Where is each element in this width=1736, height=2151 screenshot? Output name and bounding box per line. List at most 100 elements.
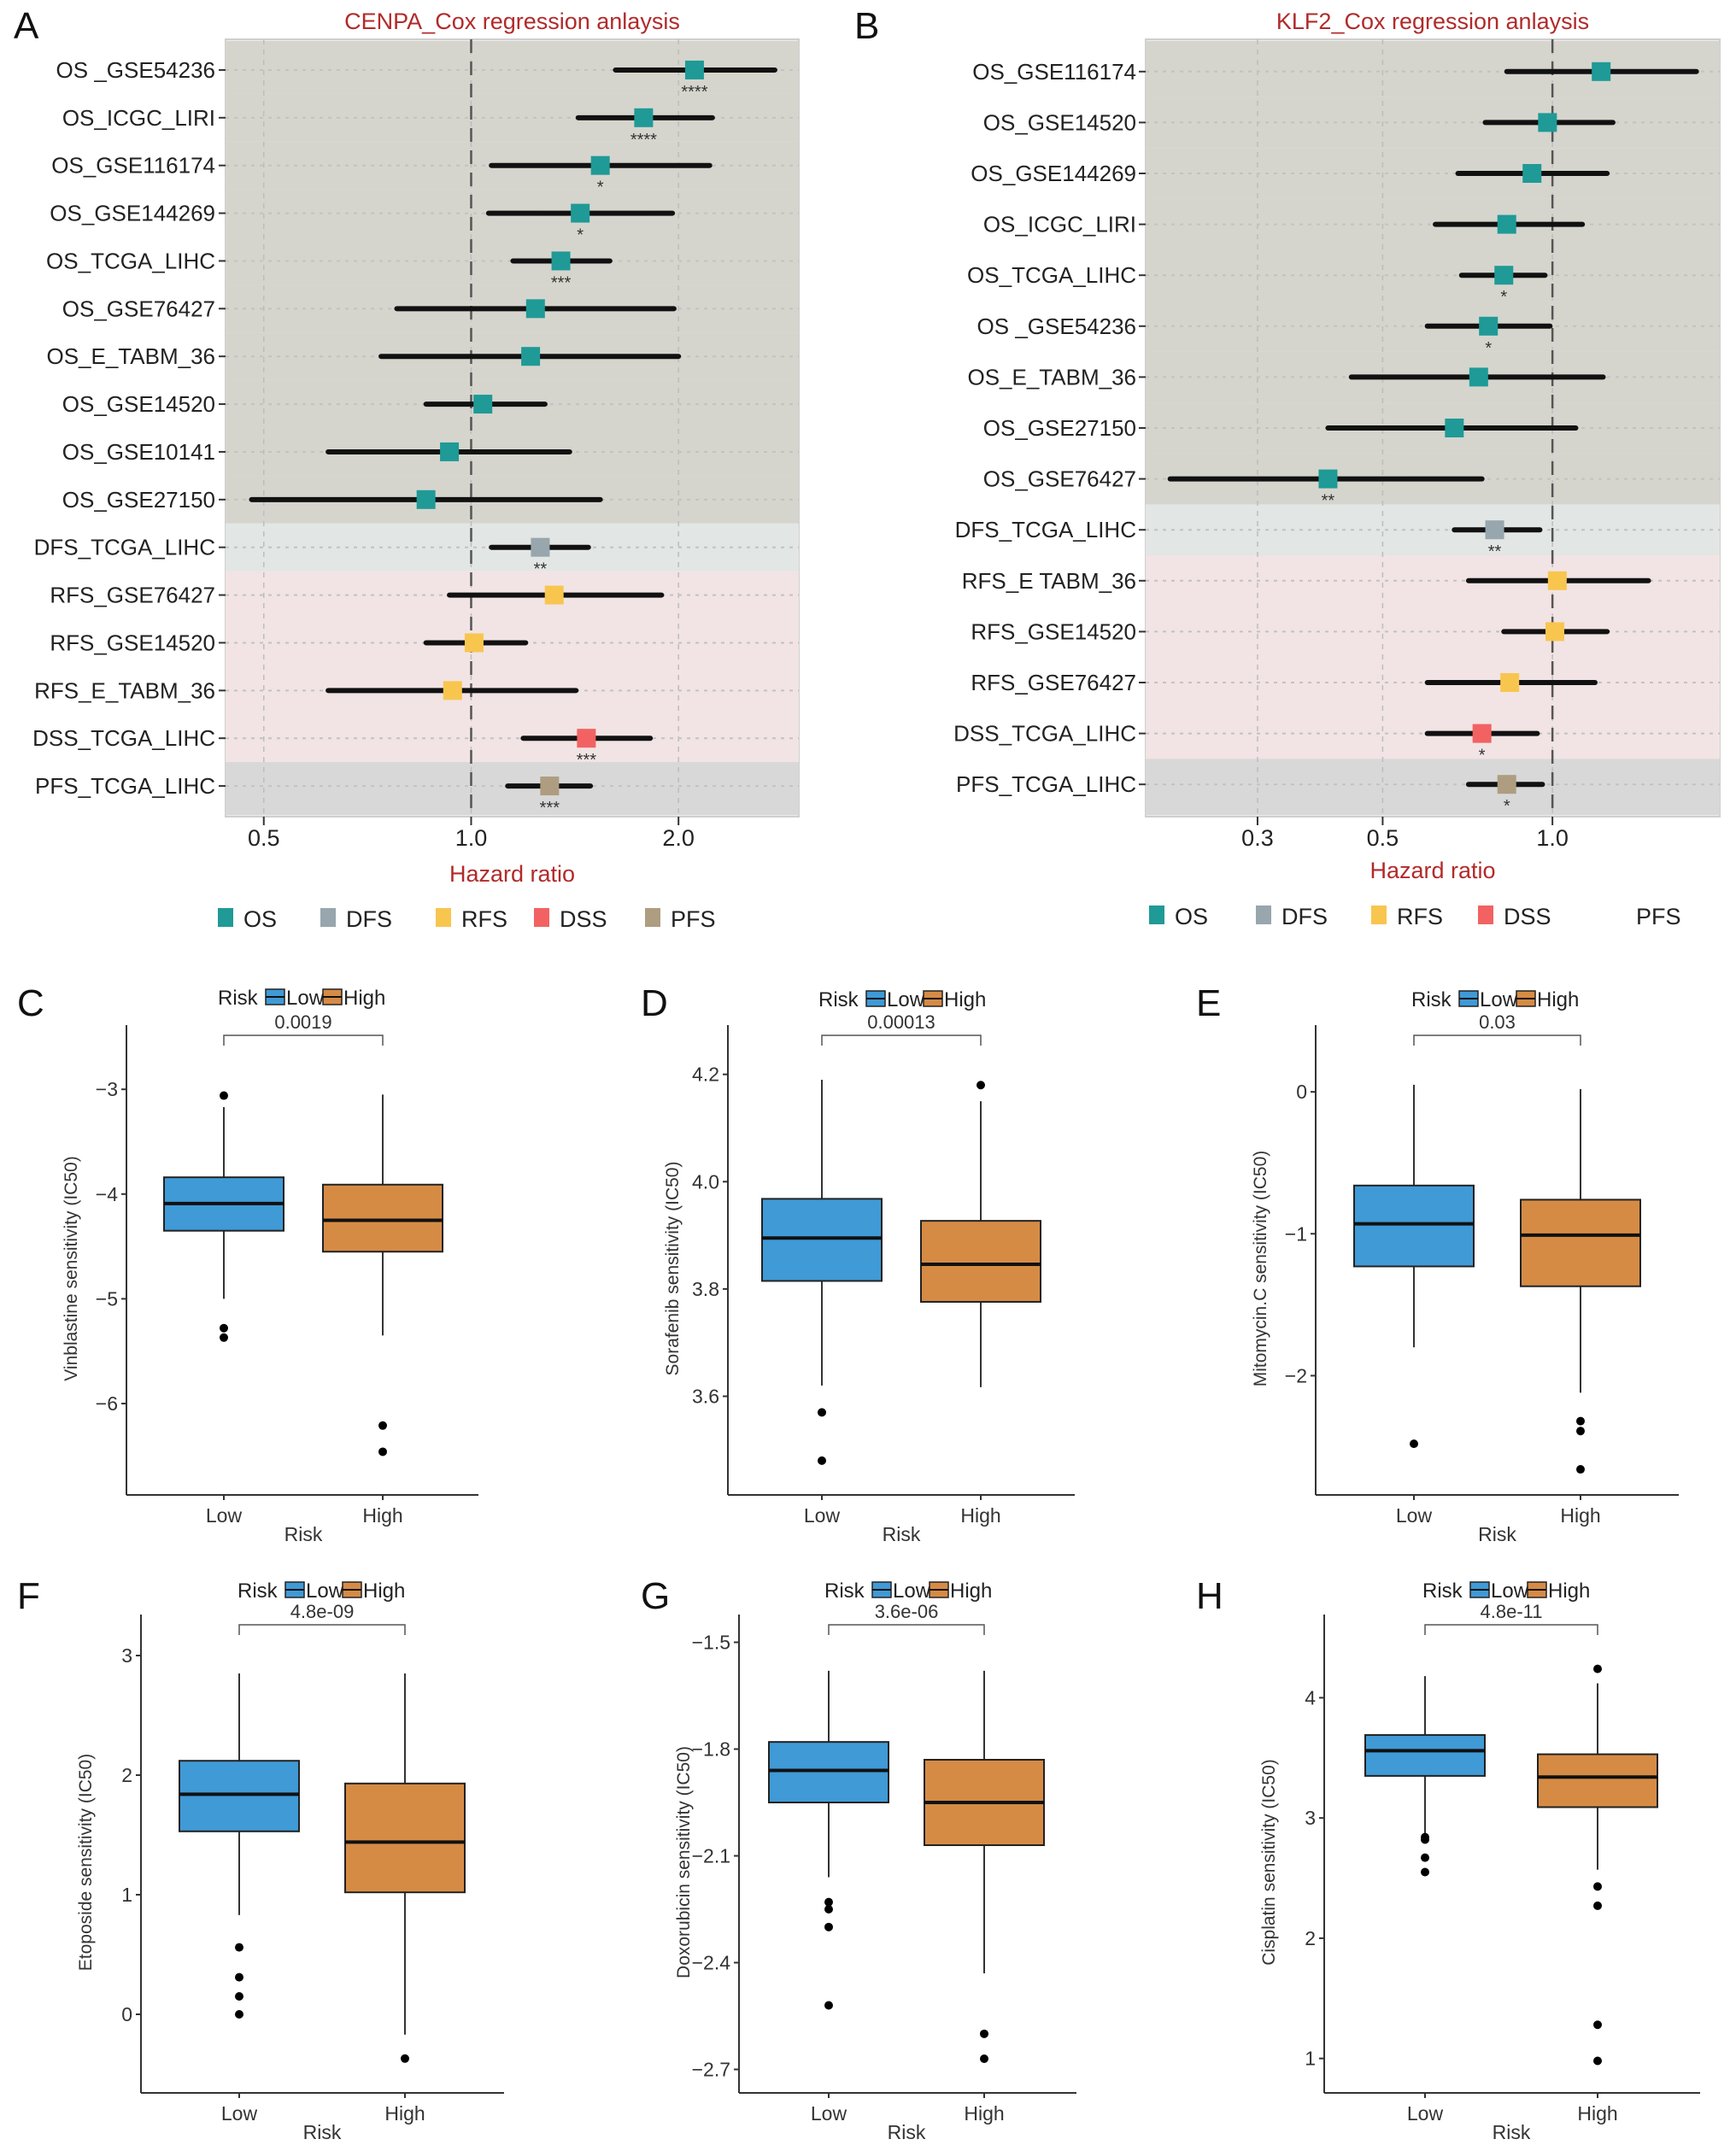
significance-label: * <box>1479 747 1486 765</box>
panel-letter-a: A <box>14 5 39 47</box>
y-tick-label: 3 <box>1305 1807 1316 1829</box>
outlier-point <box>1421 1835 1429 1844</box>
row-label: OS_GSE14520 <box>62 391 215 417</box>
significance-bracket <box>223 1034 384 1046</box>
outlier-point <box>378 1421 387 1430</box>
row-label: OS_GSE76427 <box>983 466 1136 492</box>
hr-point <box>540 777 560 796</box>
x-tick-label: Low <box>221 2102 258 2125</box>
hr-point <box>1547 571 1567 590</box>
row-label: PFS_TCGA_LIHC <box>956 771 1136 797</box>
y-tick-label: −2 <box>1285 1364 1307 1386</box>
forest-plot-cenpa: A CENPA_Cox regression anlaysis OS _GSE54… <box>0 0 854 948</box>
boxplot-cisplatin: H Risk Low High 4 3 2 1 Low High Risk Cisplatin se… <box>1170 1546 1736 2147</box>
y-tick-label: 0 <box>1296 1081 1307 1103</box>
legend-key-dfs <box>320 908 336 927</box>
y-axis-label: Vinblastine sensitivity (IC50) <box>62 1156 81 1380</box>
outlier-point <box>220 1091 228 1100</box>
row-label: RFS_E_TABM_36 <box>34 677 215 703</box>
outlier-point <box>220 1333 228 1342</box>
boxplot-svg: Risk Low High 3 2 1 0 Low High Risk Etoposide sens… <box>76 1580 504 2143</box>
x-axis-label: Risk <box>883 1523 921 1545</box>
significance-label: *** <box>577 751 597 770</box>
outlier-point <box>1593 2056 1602 2066</box>
legend-label-high: High <box>944 988 986 1011</box>
legend-label-dfs: DFS <box>1281 904 1328 929</box>
legend-key-dss <box>534 908 549 927</box>
x-axis-label: Risk <box>888 2121 926 2143</box>
row-label: OS _GSE54236 <box>977 314 1136 339</box>
row-label: OS_ICGC_LIRI <box>62 105 215 131</box>
outlier-point <box>1576 1427 1585 1436</box>
outlier-point <box>980 2054 988 2063</box>
panel-letter-f: F <box>17 1575 40 1617</box>
legend-key-dfs <box>1256 906 1271 924</box>
box-high <box>322 1183 443 1253</box>
row-label: OS_GSE144269 <box>50 201 215 226</box>
legend-label-dss: DSS <box>1504 904 1551 929</box>
x-tick-label: Low <box>804 1504 841 1527</box>
y-tick-label: 2 <box>1305 1927 1316 1949</box>
y-tick-label: −2.1 <box>692 1845 730 1867</box>
panel-letter-h: H <box>1196 1575 1223 1617</box>
row-label: RFS_GSE14520 <box>971 618 1136 644</box>
row-label: RFS_GSE76427 <box>971 670 1136 695</box>
significance-label: ** <box>534 560 548 579</box>
box-low <box>179 1760 300 1832</box>
p-value-label: 0.03 <box>1479 1011 1516 1033</box>
x-tick-label: High <box>384 2102 425 2125</box>
legend-label-os: OS <box>1175 904 1208 929</box>
y-tick-label: 4.2 <box>692 1064 719 1086</box>
outlier-point <box>401 2054 409 2063</box>
box-high <box>1520 1199 1641 1287</box>
x-tick-label: 0.5 <box>248 825 280 851</box>
hr-point <box>577 729 596 748</box>
significance-label: **** <box>681 83 707 102</box>
x-tick-label: 0.3 <box>1241 825 1274 851</box>
y-axis-label: Etoposide sensitivity (IC50) <box>76 1754 96 1971</box>
y-tick-label: 1 <box>121 1884 132 1906</box>
hr-point <box>443 681 462 700</box>
hr-point <box>1479 316 1498 336</box>
legend-label-low: Low <box>286 987 325 1010</box>
row-label: OS_ICGC_LIRI <box>983 212 1136 237</box>
significance-label: * <box>1504 797 1510 816</box>
legend-title: Risk <box>1411 988 1452 1011</box>
boxplot-sorafenib: D Risk Low High 4.2 4.0 3.8 3.6 Low High Risk Sora… <box>589 957 1170 1546</box>
hr-point <box>590 155 610 175</box>
y-tick-label: 4.0 <box>692 1170 719 1193</box>
significance-label: ** <box>1322 492 1335 511</box>
legend-title: Risk <box>218 987 259 1010</box>
row-label: OS_GSE10141 <box>62 439 215 465</box>
row-label: OS_GSE116174 <box>51 153 215 179</box>
p-value-label: 3.6e-06 <box>875 1601 939 1622</box>
group-band-pfs <box>1146 759 1720 815</box>
hr-point <box>1445 419 1464 437</box>
x-axis-label: Risk <box>1478 1523 1516 1545</box>
significance-label: * <box>577 226 584 245</box>
legend-label-low: Low <box>1491 1580 1529 1603</box>
outlier-point <box>1421 1867 1429 1877</box>
legend-key-rfs <box>1371 906 1387 924</box>
y-tick-label: −1.8 <box>692 1738 730 1761</box>
p-value-label: 4.8e-11 <box>1481 1601 1543 1622</box>
row-label: OS_GSE27150 <box>983 415 1136 441</box>
legend-title: Risk <box>818 988 859 1011</box>
p-value-label: 0.0019 <box>274 1011 331 1033</box>
hr-point <box>1497 214 1516 234</box>
hr-point <box>1545 622 1565 642</box>
box-low <box>761 1198 883 1282</box>
hr-point <box>1472 724 1492 743</box>
legend-label-high: High <box>363 1580 405 1603</box>
boxplot-vinblastine: C Risk Low High −3 −4 −5 −6 Low High Risk Vinblast… <box>0 957 589 1546</box>
x-tick-label: High <box>964 2102 1004 2125</box>
legend-label-low: Low <box>306 1580 344 1603</box>
hr-point <box>1318 469 1338 489</box>
outlier-point <box>824 1905 833 1914</box>
row-label: OS_GSE144269 <box>971 161 1136 186</box>
hr-point <box>416 489 436 509</box>
significance-label: * <box>597 179 604 197</box>
hr-point <box>684 60 704 79</box>
legend-label-high: High <box>1537 988 1579 1011</box>
y-tick-label: −3 <box>96 1078 118 1100</box>
